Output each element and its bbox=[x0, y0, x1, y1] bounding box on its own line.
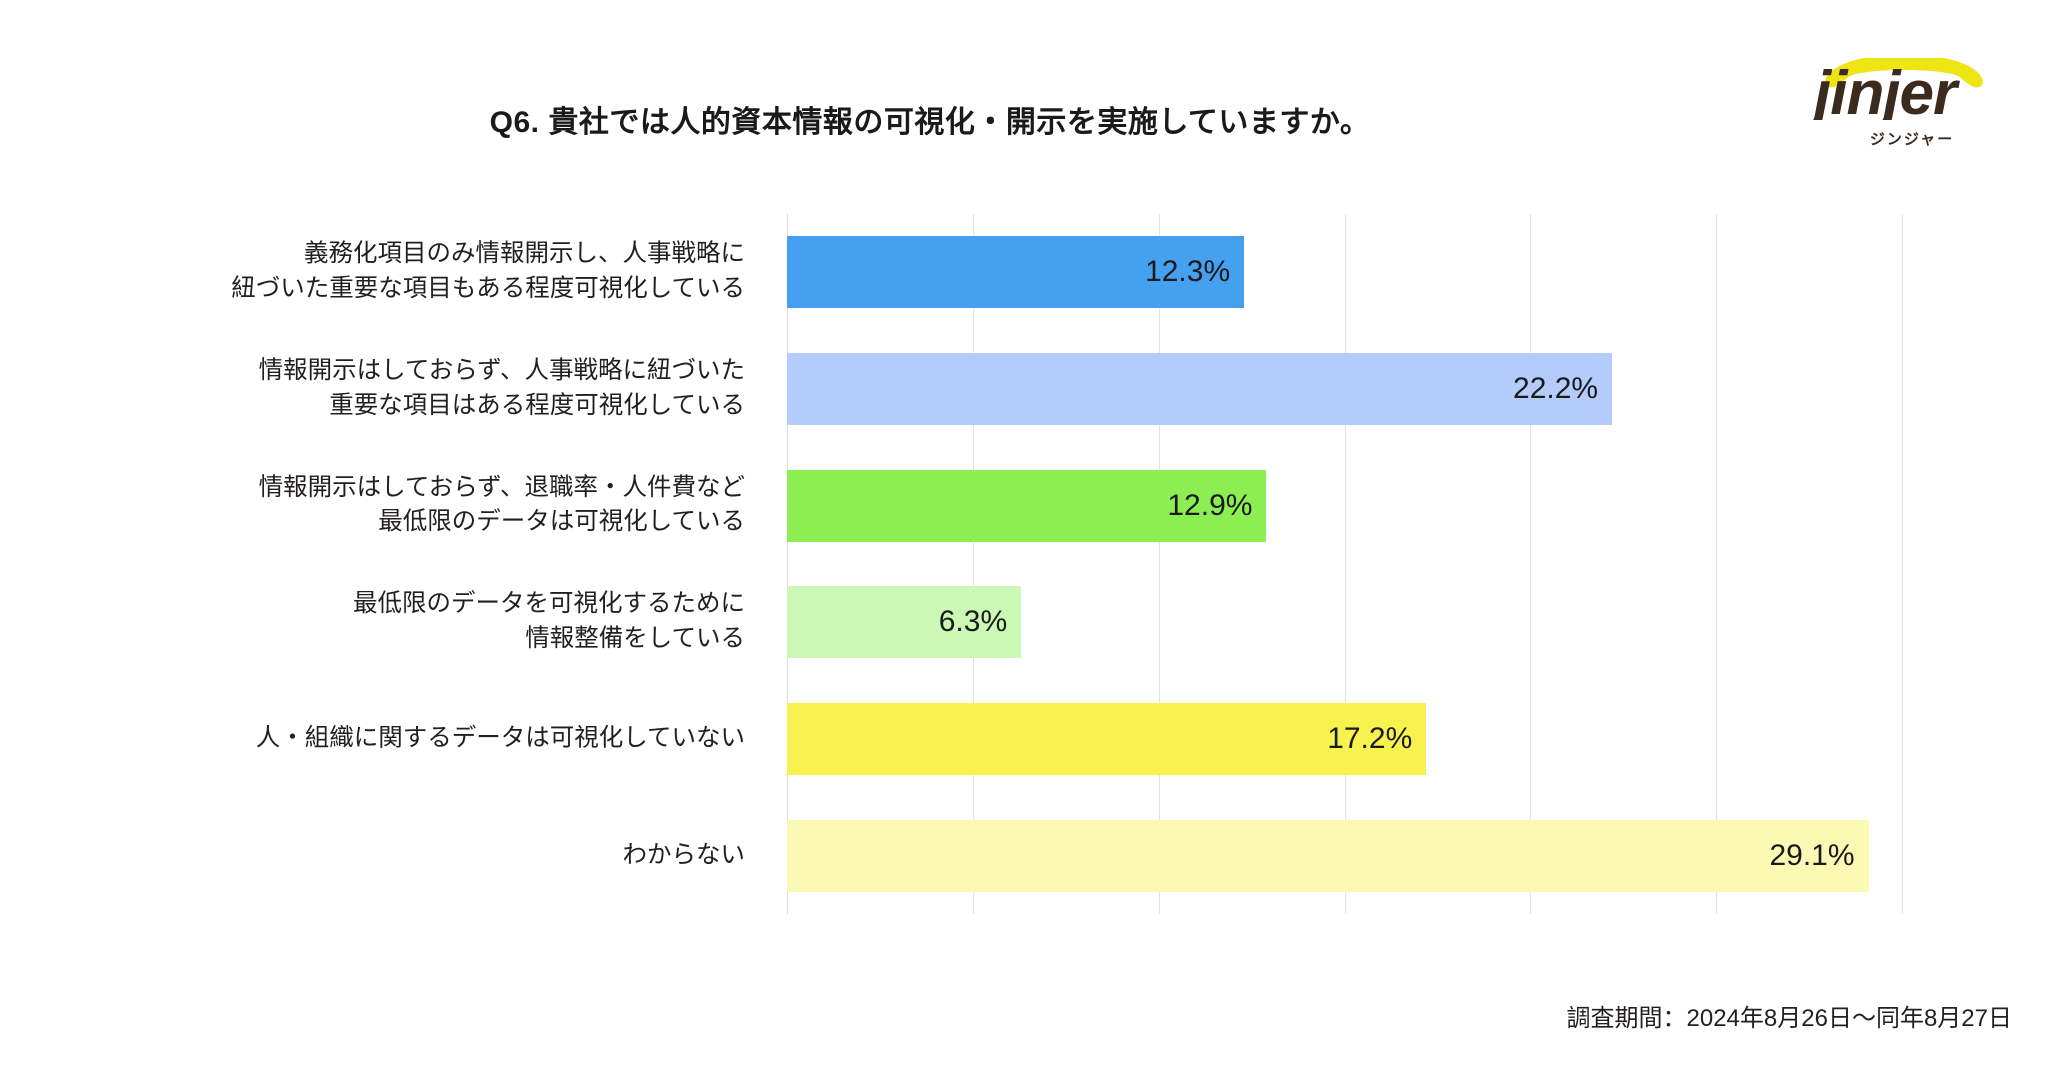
bar-row: わからない 29.1% bbox=[623, 797, 1902, 914]
bar-row: 情報開示はしておらず、人事戦略に紐づいた 重要な項目はある程度可視化している 22… bbox=[259, 331, 1902, 448]
category-label: 情報開示はしておらず、退職率・人件費など 最低限のデータは可視化している bbox=[258, 473, 745, 536]
gridline-5 bbox=[972, 214, 974, 914]
jinjer-wordmark-icon: jinjer bbox=[1812, 58, 1983, 120]
category-label: 義務化項目のみ情報開示し、人事戦略に 紐づいた重要な項目もある程度可視化している bbox=[231, 240, 745, 303]
gridline-20 bbox=[1530, 214, 1532, 914]
gridline-10 bbox=[1158, 214, 1160, 914]
bar: 22.2% bbox=[787, 352, 1613, 425]
category-label: わからない bbox=[622, 841, 746, 869]
bar: 12.3% bbox=[787, 236, 1245, 309]
bar: 6.3% bbox=[787, 586, 1022, 659]
bar-row: 義務化項目のみ情報開示し、人事戦略に 紐づいた重要な項目もある程度可視化している… bbox=[231, 214, 1902, 331]
bar-value-label: 12.3% bbox=[1145, 255, 1231, 289]
bar-row: 人・組織に関するデータは可視化していない 17.2% bbox=[256, 681, 1902, 798]
category-label: 人・組織に関するデータは可視化していない bbox=[255, 724, 745, 752]
bar-row: 情報開示はしておらず、退職率・人件費など 最低限のデータは可視化している 12.9… bbox=[259, 447, 1902, 564]
bar: 17.2% bbox=[787, 702, 1427, 775]
gridline-30 bbox=[1902, 214, 1903, 914]
page-title: Q6. 貴社では人的資本情報の可視化・開示を実施していますか。 bbox=[489, 106, 1371, 139]
bar-rows: 義務化項目のみ情報開示し、人事戦略に 紐づいた重要な項目もある程度可視化している… bbox=[231, 214, 1902, 914]
gridline-0 bbox=[787, 214, 788, 914]
bar: 12.9% bbox=[787, 469, 1267, 542]
gridline-25 bbox=[1716, 214, 1718, 914]
bar-chart: 義務化項目のみ情報開示し、人事戦略に 紐づいた重要な項目もある程度可視化している… bbox=[0, 200, 2048, 940]
jinjer-logo-kana: ジンジャー bbox=[1869, 131, 1955, 148]
gridline-15 bbox=[1344, 214, 1346, 914]
bar-value-label: 12.9% bbox=[1167, 488, 1253, 522]
bar-value-label: 29.1% bbox=[1769, 838, 1855, 872]
bar-value-label: 6.3% bbox=[938, 605, 1008, 639]
plot-area: 義務化項目のみ情報開示し、人事戦略に 紐づいた重要な項目もある程度可視化している… bbox=[231, 214, 1903, 914]
category-label: 情報開示はしておらず、人事戦略に紐づいた 重要な項目はある程度可視化している bbox=[258, 357, 745, 419]
svg-text:jinjer: jinjer bbox=[1812, 59, 1960, 120]
bar-row: 最低限のデータを可視化するために 情報整備をしている 6.3% bbox=[353, 564, 1902, 681]
survey-period: 調査期間：2024年8月26日〜同年8月27日 bbox=[1566, 1005, 2012, 1032]
jinjer-logo: jinjer ジンジャー bbox=[1812, 34, 2012, 148]
bar-value-label: 22.2% bbox=[1513, 371, 1599, 405]
bar-value-label: 17.2% bbox=[1327, 721, 1413, 755]
category-label: 最低限のデータを可視化するために 情報整備をしている bbox=[353, 590, 745, 653]
bar: 29.1% bbox=[787, 819, 1869, 892]
